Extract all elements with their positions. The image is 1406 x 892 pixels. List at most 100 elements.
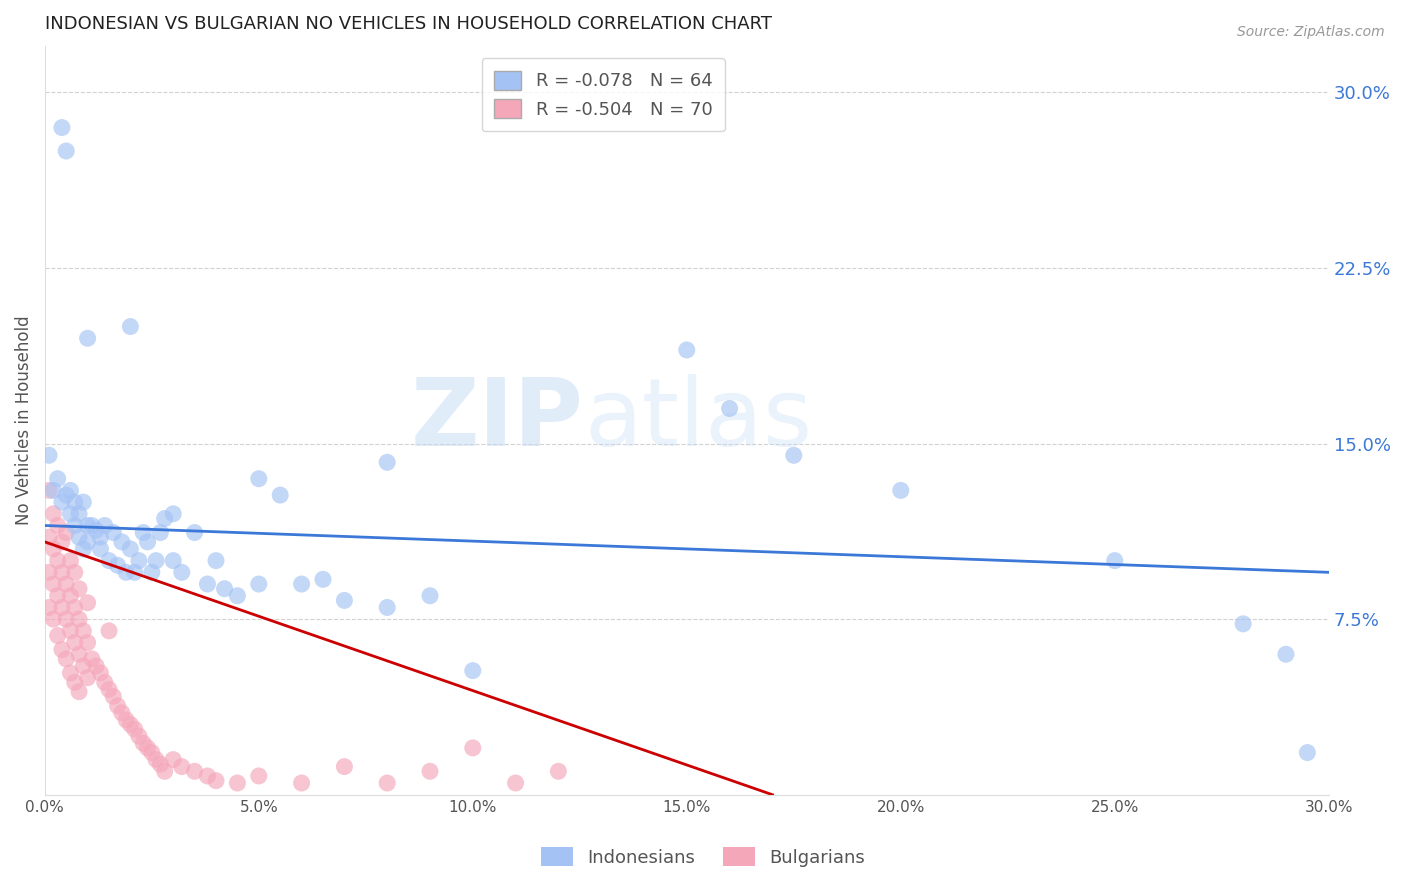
Point — [38, 600, 60, 615]
Point — [59, 554, 82, 568]
Y-axis label: No Vehicles in Household: No Vehicles in Household — [15, 316, 32, 525]
Point — [51, 120, 73, 135]
Point — [67, 647, 90, 661]
Point — [51, 535, 73, 549]
Point — [63, 600, 86, 615]
Legend: R = -0.078   N = 64, R = -0.504   N = 70: R = -0.078 N = 64, R = -0.504 N = 70 — [481, 59, 725, 131]
Point — [84, 659, 107, 673]
Point — [149, 757, 172, 772]
Point — [183, 525, 205, 540]
Point — [170, 759, 193, 773]
Text: Source: ZipAtlas.com: Source: ZipAtlas.com — [1237, 25, 1385, 39]
Point — [291, 776, 314, 790]
Point — [115, 713, 138, 727]
Point — [153, 511, 176, 525]
Point — [63, 495, 86, 509]
Point — [145, 753, 167, 767]
Point — [67, 582, 90, 596]
Point — [375, 776, 398, 790]
Point — [128, 554, 150, 568]
Point — [46, 554, 69, 568]
Point — [141, 746, 163, 760]
Text: INDONESIAN VS BULGARIAN NO VEHICLES IN HOUSEHOLD CORRELATION CHART: INDONESIAN VS BULGARIAN NO VEHICLES IN H… — [45, 15, 772, 33]
Point — [1296, 746, 1319, 760]
Point — [149, 525, 172, 540]
Point — [98, 624, 121, 638]
Point — [205, 554, 228, 568]
Point — [505, 776, 527, 790]
Point — [42, 612, 65, 626]
Point — [333, 593, 356, 607]
Point — [42, 577, 65, 591]
Point — [84, 523, 107, 537]
Point — [226, 776, 249, 790]
Point — [59, 507, 82, 521]
Point — [38, 530, 60, 544]
Point — [55, 577, 77, 591]
Point — [419, 764, 441, 779]
Point — [675, 343, 697, 357]
Point — [120, 717, 142, 731]
Point — [197, 769, 219, 783]
Point — [51, 600, 73, 615]
Point — [72, 624, 94, 638]
Point — [111, 535, 134, 549]
Point — [197, 577, 219, 591]
Point — [1104, 554, 1126, 568]
Point — [42, 483, 65, 498]
Point — [247, 769, 270, 783]
Point — [59, 624, 82, 638]
Point — [80, 652, 103, 666]
Point — [38, 483, 60, 498]
Point — [375, 455, 398, 469]
Point — [247, 577, 270, 591]
Point — [63, 635, 86, 649]
Point — [132, 736, 155, 750]
Point — [59, 483, 82, 498]
Point — [51, 642, 73, 657]
Point — [718, 401, 741, 416]
Point — [291, 577, 314, 591]
Point — [46, 518, 69, 533]
Point — [63, 518, 86, 533]
Point — [153, 764, 176, 779]
Point — [170, 566, 193, 580]
Point — [55, 525, 77, 540]
Point — [55, 612, 77, 626]
Point — [59, 589, 82, 603]
Point — [46, 589, 69, 603]
Point — [120, 541, 142, 556]
Point — [312, 572, 335, 586]
Point — [63, 566, 86, 580]
Point — [141, 566, 163, 580]
Point — [55, 652, 77, 666]
Point — [72, 495, 94, 509]
Point — [72, 541, 94, 556]
Point — [111, 706, 134, 720]
Point — [115, 566, 138, 580]
Point — [93, 518, 115, 533]
Point — [269, 488, 291, 502]
Point — [103, 690, 125, 704]
Point — [461, 740, 484, 755]
Point — [80, 518, 103, 533]
Point — [67, 507, 90, 521]
Point — [1232, 616, 1254, 631]
Point — [42, 507, 65, 521]
Point — [128, 729, 150, 743]
Point — [46, 472, 69, 486]
Point — [103, 525, 125, 540]
Point — [247, 472, 270, 486]
Point — [375, 600, 398, 615]
Point — [63, 675, 86, 690]
Point — [136, 535, 159, 549]
Point — [51, 566, 73, 580]
Point — [67, 612, 90, 626]
Point — [461, 664, 484, 678]
Point — [124, 566, 146, 580]
Point — [107, 698, 129, 713]
Point — [162, 554, 184, 568]
Point — [214, 582, 236, 596]
Point — [51, 495, 73, 509]
Point — [42, 541, 65, 556]
